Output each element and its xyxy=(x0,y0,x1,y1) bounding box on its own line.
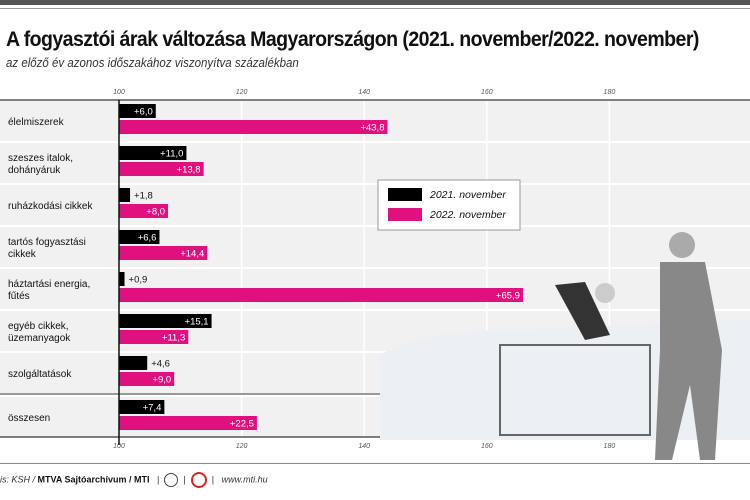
bar-2021 xyxy=(119,230,160,244)
category-label: dohányáruk xyxy=(8,165,61,176)
row-background xyxy=(0,143,750,183)
mti-logo-icon xyxy=(190,472,207,488)
bar-2021 xyxy=(119,272,125,286)
x-tick-label-top: 100 xyxy=(113,89,125,96)
data-label: +14,4 xyxy=(180,249,204,260)
bar-2021 xyxy=(119,356,148,370)
bar-2022 xyxy=(119,288,523,302)
stroller-seat-image xyxy=(555,282,610,340)
footer-url[interactable]: www.mti.hu xyxy=(221,474,268,485)
x-tick-label-bottom: 160 xyxy=(481,443,493,450)
chart-title: A fogyasztói árak változása Magyarország… xyxy=(6,28,699,51)
legend-label: 2021. november xyxy=(429,189,506,201)
bar-2022 xyxy=(119,162,204,176)
row-background xyxy=(0,227,750,267)
x-tick-label-bottom: 100 xyxy=(113,443,125,450)
x-tick-label-top: 160 xyxy=(481,89,493,96)
bar-2022 xyxy=(119,330,189,344)
separator: | xyxy=(180,474,189,485)
top-rule-thin xyxy=(0,8,750,9)
data-label: +8,0 xyxy=(146,207,165,218)
x-tick-label-top: 180 xyxy=(604,89,616,96)
bar-2021 xyxy=(119,104,156,118)
data-label: +65,9 xyxy=(496,291,520,302)
data-label: +1,8 xyxy=(134,191,153,202)
category-label: egyéb cikkek, xyxy=(8,321,69,332)
category-label: összesen xyxy=(8,413,50,424)
data-label: +15,1 xyxy=(185,317,209,328)
data-label: +22,5 xyxy=(230,419,254,430)
mtva-logo-icon xyxy=(164,473,179,487)
child-image xyxy=(595,283,615,303)
x-tick-label-bottom: 140 xyxy=(358,443,370,450)
legend-box xyxy=(377,179,521,231)
data-label: +6,0 xyxy=(134,107,153,118)
bar-2022 xyxy=(119,204,169,218)
category-label: háztartási energia, xyxy=(8,279,90,290)
data-label: +13,8 xyxy=(177,165,201,176)
source-prefix: is: KSH / xyxy=(0,474,38,485)
legend-swatch xyxy=(388,208,422,221)
shopping-cart-image xyxy=(499,344,651,436)
footer: is: KSH / MTVA Sajtóarchívum / MTI | | |… xyxy=(0,472,268,488)
category-label: tartós fogyasztási xyxy=(8,237,86,248)
data-label: +6,6 xyxy=(138,233,157,244)
bar-2022 xyxy=(119,372,175,386)
data-label: +9,0 xyxy=(152,375,171,386)
data-label: +7,4 xyxy=(143,403,162,414)
bar-2021 xyxy=(119,188,131,202)
data-label: +11,3 xyxy=(162,333,185,344)
category-label: cikkek xyxy=(8,249,37,260)
category-label: fűtés xyxy=(8,291,30,302)
separator: | xyxy=(152,474,162,485)
bar-2022 xyxy=(119,120,388,134)
category-label: üzemanyagok xyxy=(8,333,71,344)
bar-2021 xyxy=(119,314,212,328)
x-tick-label-bottom: 180 xyxy=(604,443,616,450)
data-label: +43,8 xyxy=(360,123,384,134)
source-credit: MTVA Sajtóarchívum / MTI xyxy=(37,474,150,485)
woman-head-image xyxy=(669,232,695,258)
data-label: +0,9 xyxy=(129,275,148,286)
category-label: szolgáltatások xyxy=(8,369,72,380)
separator: | xyxy=(209,474,220,485)
footer-rule xyxy=(0,463,750,464)
x-tick-label-top: 140 xyxy=(358,89,370,96)
bar-2021 xyxy=(119,400,165,414)
top-rule xyxy=(0,0,750,5)
legend: 2021. november 2022. november xyxy=(377,179,521,231)
bar-2022 xyxy=(119,416,257,430)
category-label: szeszes italok, xyxy=(8,153,73,164)
bar-2022 xyxy=(119,246,208,260)
category-label: ruházkodási cikkek xyxy=(8,201,93,212)
data-label: +11,0 xyxy=(160,149,183,160)
x-tick-label-bottom: 120 xyxy=(236,443,248,450)
x-tick-label-top: 120 xyxy=(236,89,248,96)
category-label: élelmiszerek xyxy=(8,117,65,128)
chart-subtitle: az előző év azonos időszakához viszonyít… xyxy=(6,56,299,70)
data-label: +4,6 xyxy=(151,359,170,370)
legend-label: 2022. november xyxy=(429,209,506,221)
legend-swatch xyxy=(388,188,422,201)
bar-2021 xyxy=(119,146,187,160)
row-background xyxy=(0,185,750,225)
woman-figure-image xyxy=(655,262,722,460)
